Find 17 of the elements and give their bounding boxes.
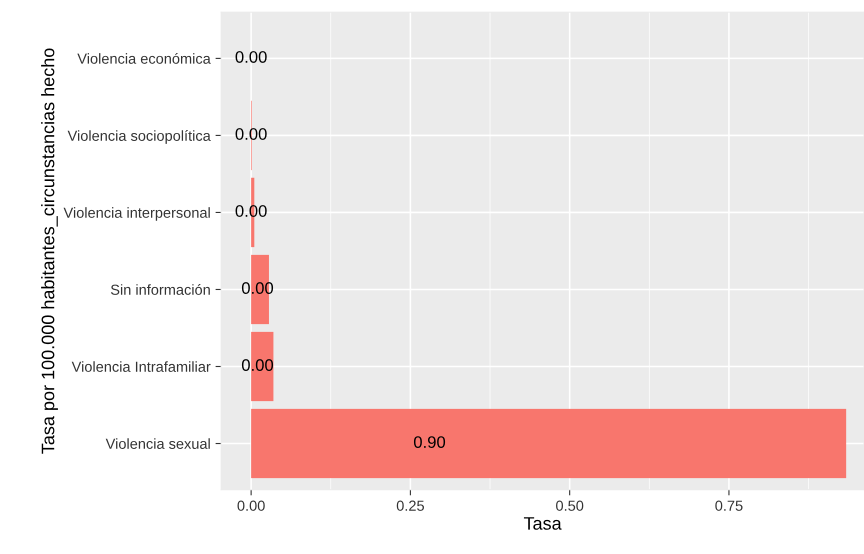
annotation: 0.00 xyxy=(236,205,267,217)
x-tick-label: 0.25 xyxy=(396,500,424,511)
y-tick-label: Violencia económica xyxy=(77,52,211,64)
x-tick-label: 0.75 xyxy=(715,500,743,511)
annotation: 0.00 xyxy=(236,128,267,140)
y-tick-label: Violencia sociopolítica xyxy=(68,130,211,144)
x-axis-title: Tasa xyxy=(524,517,562,530)
annotation: 0.90 xyxy=(414,436,446,448)
y-tick-label: Violencia sexual xyxy=(106,438,210,449)
bar xyxy=(251,408,846,478)
y-axis-title: Tasa por 100.000 habitantes_circunstancias hecho xyxy=(41,48,58,454)
y-tick-label: Violencia Intrafamiliar xyxy=(72,361,211,372)
annotation: 0.00 xyxy=(236,51,267,63)
x-tick-label: 0.50 xyxy=(556,500,584,511)
x-tick-label: 0.00 xyxy=(238,500,265,511)
y-tick-label: Violencia interpersonal xyxy=(64,207,210,221)
y-tick-label: Sin información xyxy=(110,284,210,295)
